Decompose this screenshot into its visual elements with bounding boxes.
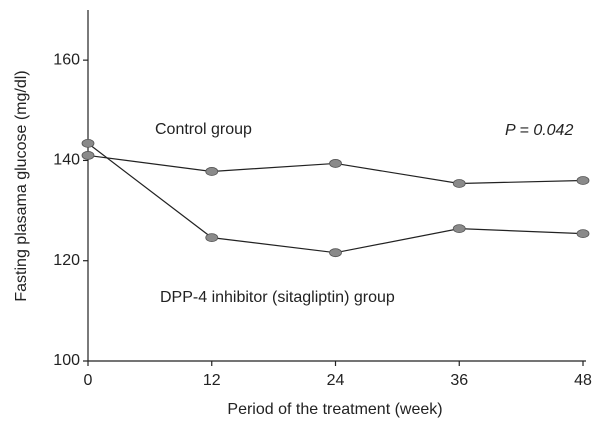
series-label: Control group: [155, 121, 252, 138]
x-tick-label: 0: [84, 372, 93, 389]
data-point: [576, 229, 590, 239]
x-tick-label: 48: [574, 372, 592, 389]
y-tick-label: 160: [53, 51, 80, 68]
x-tick-label: 24: [327, 372, 345, 389]
data-point: [329, 248, 342, 258]
y-tick-label: 100: [53, 352, 80, 369]
data-point: [329, 159, 342, 168]
x-axis-title: Period of the treatment (week): [227, 401, 442, 418]
series-label: DPP-4 inhibitor (sitagliptin) group: [160, 289, 395, 306]
data-point: [81, 138, 95, 148]
y-tick-label: 140: [53, 152, 80, 169]
data-point: [452, 224, 466, 234]
x-tick-label: 36: [450, 372, 468, 389]
p-value-annotation: P = 0.042: [505, 122, 573, 139]
data-point: [205, 233, 219, 243]
x-tick-label: 12: [203, 372, 221, 389]
data-point: [205, 167, 219, 176]
data-point: [452, 179, 466, 188]
y-axis-title: Fasting plasama glucose (mg/dl): [13, 70, 30, 301]
data-point: [576, 176, 590, 185]
data-point: [81, 151, 95, 160]
y-tick-label: 120: [53, 252, 80, 269]
